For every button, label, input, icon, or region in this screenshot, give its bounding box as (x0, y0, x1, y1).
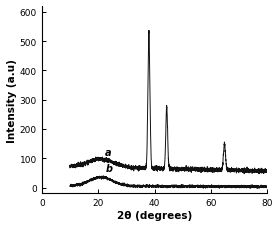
Y-axis label: Intensity (a.u): Intensity (a.u) (7, 59, 17, 142)
Text: b: b (105, 164, 112, 174)
X-axis label: 2θ (degrees): 2θ (degrees) (117, 210, 192, 220)
Text: a: a (105, 147, 112, 157)
